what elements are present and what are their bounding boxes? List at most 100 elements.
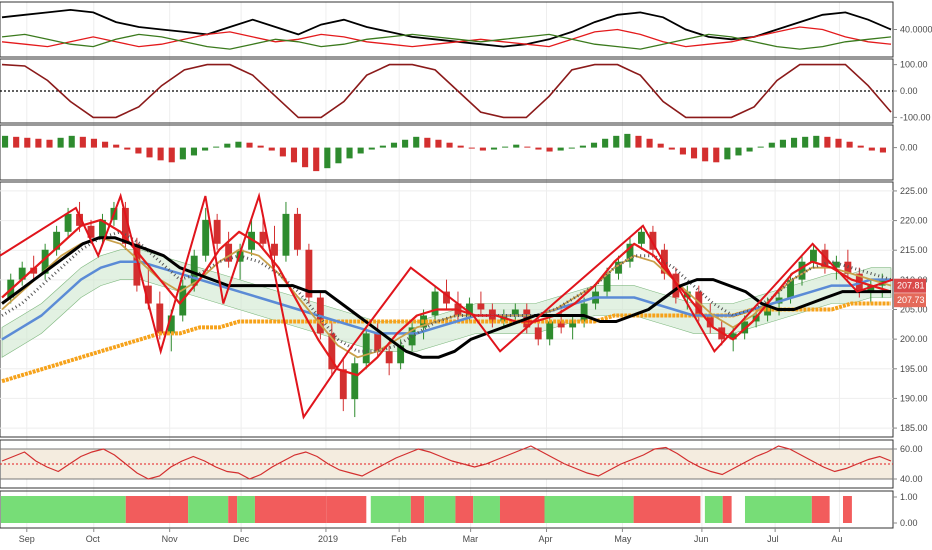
macd-bar-74 xyxy=(824,136,831,148)
panel-macd_hist: 0.00 xyxy=(0,124,918,181)
ytick-label-price-4: 205.00 xyxy=(900,305,928,315)
rsi-band xyxy=(1,449,892,479)
macd-bar-43 xyxy=(479,147,486,151)
macd-bar-19 xyxy=(213,146,220,148)
macd-bar-58 xyxy=(646,138,653,148)
macd-bar-4 xyxy=(46,139,53,148)
candle-body-75 xyxy=(867,285,875,292)
candle-body-49 xyxy=(569,321,577,328)
macd-bar-30 xyxy=(335,147,342,164)
macd-bar-1 xyxy=(13,136,20,148)
panel-status_bar: 1.00 0.00 xyxy=(0,490,918,529)
candle-body-70 xyxy=(810,249,817,262)
macd-bar-37 xyxy=(413,136,420,148)
macd-bar-62 xyxy=(690,147,698,159)
candle-body-40 xyxy=(465,303,473,316)
price-badge-label-0: 207.81 xyxy=(897,281,925,291)
candle-body-56 xyxy=(649,231,657,250)
macd-bar-55 xyxy=(613,135,620,148)
macd-bar-3 xyxy=(35,138,42,148)
status-segment-18 xyxy=(811,496,830,523)
macd-bar-63 xyxy=(702,147,709,162)
status-segment-13 xyxy=(544,496,634,523)
macd-bar-51 xyxy=(568,147,575,149)
macd-bar-24 xyxy=(268,147,275,151)
macd-bar-53 xyxy=(590,142,598,148)
xtick-label-8: May xyxy=(614,534,632,544)
candle-body-14 xyxy=(167,315,175,334)
macd-bar-45 xyxy=(502,146,509,148)
macd-bar-26 xyxy=(290,147,298,163)
xtick-label-4: 2019 xyxy=(318,534,338,544)
xtick-label-11: Au xyxy=(831,534,842,544)
candle-body-69 xyxy=(798,261,806,280)
macd-bar-65 xyxy=(724,147,731,160)
macd-bar-12 xyxy=(135,147,142,154)
macd-bar-5 xyxy=(57,137,64,148)
macd-bar-38 xyxy=(424,137,431,148)
macd-bar-29 xyxy=(324,147,331,169)
ytick-label-price-1: 220.00 xyxy=(900,216,928,226)
macd-bar-46 xyxy=(513,144,520,148)
candle-body-5 xyxy=(64,213,72,232)
candle-body-35 xyxy=(408,327,416,346)
candle-body-22 xyxy=(259,231,267,244)
panel-price: 225.00220.00215.00210.00205.00200.00195.… xyxy=(0,181,928,438)
macd-bar-44 xyxy=(490,147,498,150)
candle-body-55 xyxy=(638,231,645,244)
adx-line-1 xyxy=(1,26,892,48)
macd-bar-40 xyxy=(446,142,453,148)
candle-body-46 xyxy=(534,327,542,340)
ytick-label-price-5: 200.00 xyxy=(900,334,928,344)
ma-gray-dots-line xyxy=(1,230,892,353)
candle-body-34 xyxy=(397,345,405,364)
status-segment-15 xyxy=(704,496,723,523)
price-badge-label-1: 207.73 xyxy=(897,295,925,305)
macd-bar-41 xyxy=(457,145,464,148)
ytick-label-macd_hist-0: 0.00 xyxy=(900,143,918,153)
candle-body-37 xyxy=(431,291,439,316)
ma-black-line xyxy=(1,236,891,359)
candle-body-26 xyxy=(305,249,313,298)
macd-bar-57 xyxy=(635,135,642,148)
macd-bar-48 xyxy=(535,147,542,150)
macd-bar-31 xyxy=(346,147,353,159)
candle-body-24 xyxy=(282,213,290,256)
status-segment-10 xyxy=(455,496,474,523)
price-badge-bg-0 xyxy=(894,278,926,293)
xtick-label-5: Feb xyxy=(391,534,407,544)
candle-body-33 xyxy=(385,351,393,364)
xtick-label-2: Nov xyxy=(162,534,179,544)
macd-bar-78 xyxy=(868,147,875,151)
candle-body-30 xyxy=(351,363,359,400)
candle-body-32 xyxy=(374,333,382,352)
panel-frame-macd_hist xyxy=(0,124,894,181)
macd-bar-13 xyxy=(146,147,153,158)
xtick-label-3: Dec xyxy=(233,534,250,544)
ytick-label-stoch-2: -100.00 xyxy=(900,112,931,122)
macd-bar-9 xyxy=(102,141,109,148)
macd-bar-28 xyxy=(313,147,320,172)
macd-bar-75 xyxy=(835,138,842,148)
macd-bar-77 xyxy=(857,145,864,148)
panel-frame-status_bar xyxy=(0,490,894,529)
status-segment-5 xyxy=(254,496,327,523)
candle-body-71 xyxy=(821,249,829,268)
candle-body-8 xyxy=(99,219,106,238)
macd-bar-25 xyxy=(279,147,286,157)
status-segment-7 xyxy=(370,496,411,523)
ytick-label-stoch-1: 0.00 xyxy=(900,86,918,96)
ytick-label-rsi-0: 60.00 xyxy=(900,444,923,454)
macd-bar-70 xyxy=(779,139,786,148)
candle-body-25 xyxy=(293,213,301,250)
macd-bar-33 xyxy=(368,147,375,150)
status-segment-1 xyxy=(125,496,189,523)
macd-bar-20 xyxy=(224,143,231,148)
status-segment-9 xyxy=(424,496,456,523)
candle-body-1 xyxy=(18,267,26,280)
xtick-label-1: Oct xyxy=(86,534,101,544)
candle-body-18 xyxy=(213,219,221,244)
candle-body-61 xyxy=(706,315,714,328)
